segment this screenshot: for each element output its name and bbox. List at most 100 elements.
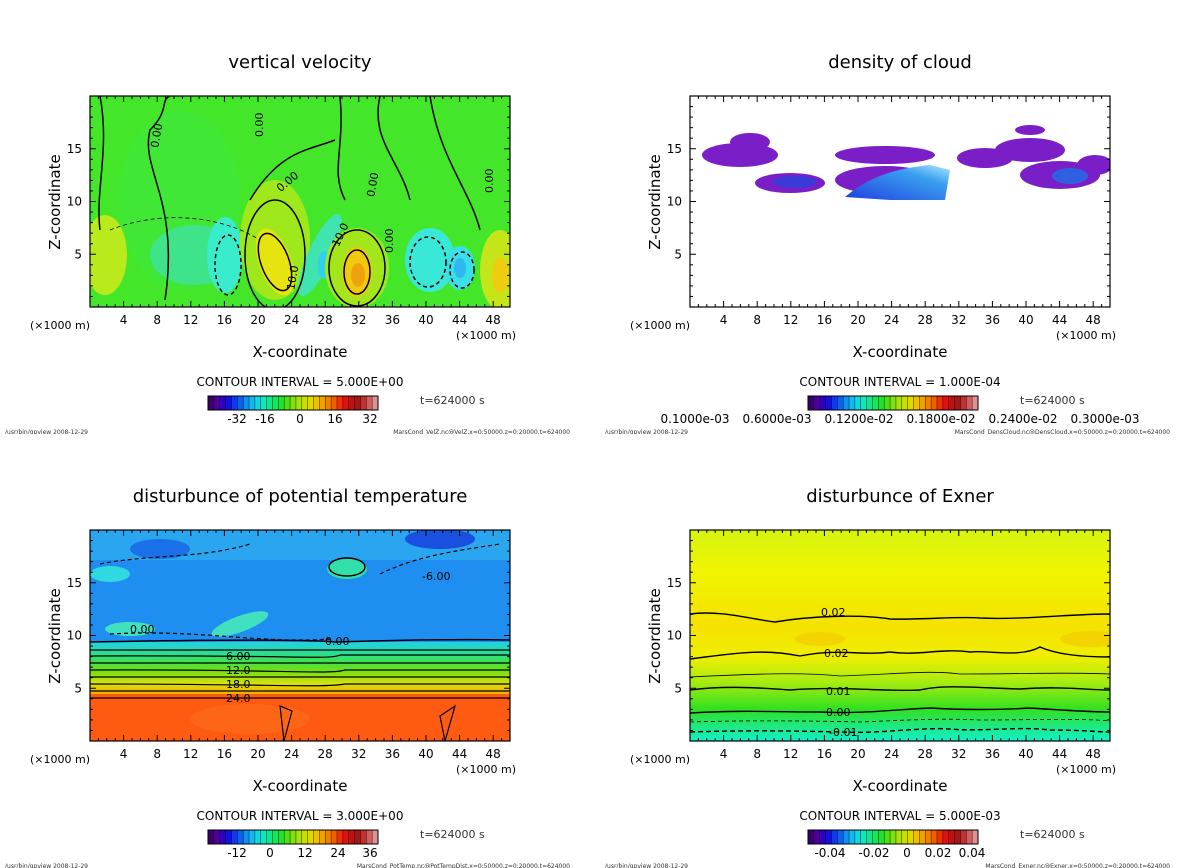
colorbar-label: 0.1200e-02 xyxy=(825,412,894,426)
y-tick-label: 10 xyxy=(67,629,82,643)
colorbar-segment xyxy=(319,830,326,844)
contour-label: 0.02 xyxy=(821,606,846,619)
footer-source: MarsCond_VelZ.nc@VelZ,x=0:50000,z=0:2000… xyxy=(393,429,570,434)
colorbar-segment xyxy=(837,830,844,844)
colorbar-segment xyxy=(866,396,873,410)
colorbar-frame xyxy=(807,395,979,411)
colorbar-label: 0.02 xyxy=(925,846,952,860)
colorbar-segment xyxy=(301,396,309,410)
colorbar-segment xyxy=(901,830,909,844)
colorbar-segment xyxy=(295,396,303,410)
colorbar-segment xyxy=(919,396,926,410)
x-tick-label: 40 xyxy=(418,313,433,327)
x-tick-label: 24 xyxy=(284,313,299,327)
colorbar-segment xyxy=(231,830,238,844)
contour-interval: CONTOUR INTERVAL = 1.000E-04 xyxy=(799,375,1000,389)
colorbar-segment xyxy=(331,830,338,844)
x-tick-label: 24 xyxy=(284,747,299,761)
contour-label: 0.00 xyxy=(364,172,381,198)
x-tick-label: 24 xyxy=(884,747,899,761)
colorbar-frame xyxy=(207,395,379,411)
x-tick-label: 8 xyxy=(153,747,161,761)
colorbar-segment xyxy=(890,396,897,410)
colorbar-segment xyxy=(372,830,379,844)
y-tick-label: 10 xyxy=(67,195,82,209)
contour-interval: CONTOUR INTERVAL = 5.000E+00 xyxy=(197,375,404,389)
colorbar-segment xyxy=(331,396,338,410)
x-tick-label: 40 xyxy=(418,747,433,761)
x-tick-label: 8 xyxy=(153,313,161,327)
colorbar-segment xyxy=(819,396,827,410)
colorbar-segment xyxy=(325,830,332,844)
x-tick-label: 44 xyxy=(452,747,467,761)
colorbar-segment xyxy=(243,396,250,410)
contours-vertical-velocity xyxy=(98,96,481,307)
colorbar-segment xyxy=(301,830,309,844)
colorbar-segment xyxy=(249,396,256,410)
x-tick-label: 32 xyxy=(351,313,366,327)
colorbar-label: 36 xyxy=(362,846,377,860)
colorbar-label: 24 xyxy=(330,846,345,860)
colorbar-label: 0.04 xyxy=(959,846,986,860)
x-tick-label: 48 xyxy=(486,747,501,761)
colorbar-segment xyxy=(360,396,367,410)
colorbar-segment xyxy=(837,396,844,410)
chart-title: density of cloud xyxy=(828,52,972,73)
colorbar-segment xyxy=(860,830,868,844)
colorbar-segment xyxy=(878,830,885,844)
footer-program: /usr/bin/gpview 2008-12-29 xyxy=(5,429,88,434)
contour-label: -6.00 xyxy=(422,570,450,583)
footer-source: MarsCond_Exner.nc@Exner,x=0:50000,z=0:20… xyxy=(985,863,1170,868)
contour-label: 0.00 xyxy=(383,229,396,254)
colorbar-segment xyxy=(348,830,356,844)
x-tick-label: 32 xyxy=(351,747,366,761)
colorbar-segment xyxy=(254,830,262,844)
colorbar-segment xyxy=(808,396,815,410)
colorbar-segment xyxy=(936,396,944,410)
colorbar-segment xyxy=(907,830,915,844)
colorbar-label: 16 xyxy=(327,412,342,426)
x-tick-label: 48 xyxy=(1086,747,1101,761)
colorbar-label: 0 xyxy=(903,846,911,860)
colorbar-segment xyxy=(254,396,262,410)
contours-potential-temperature xyxy=(90,543,510,741)
x-tick-label: 12 xyxy=(783,747,798,761)
colorbar-label: 0.6000e-03 xyxy=(743,412,812,426)
x-tick-label: 20 xyxy=(850,747,865,761)
colorbar-segment xyxy=(819,830,827,844)
colorbar-segment xyxy=(854,830,862,844)
colorbar-segment xyxy=(260,396,268,410)
x-tick-label: 4 xyxy=(120,313,128,327)
contour-label: 0.02 xyxy=(824,647,849,660)
panel-density-of-cloud: 4 8 12 16 20 24 28 32 36 40 44 48 5 10 15 density of cl… xyxy=(600,0,1200,434)
colorbar-frame xyxy=(807,829,979,845)
colorbar-segment xyxy=(849,396,856,410)
colorbar-segment xyxy=(243,830,250,844)
footer-program: /usr/bin/gpview 2008-12-29 xyxy=(5,863,88,868)
contours-exner xyxy=(690,612,1110,734)
colorbar-label: 0.2400e-02 xyxy=(989,412,1058,426)
colorbar-label: 12 xyxy=(297,846,312,860)
x-unit-label-right: (×1000 m) xyxy=(456,763,516,776)
x-tick-label: 24 xyxy=(884,313,899,327)
x-tick-label: 40 xyxy=(1018,313,1033,327)
colorbar-segment xyxy=(931,396,938,410)
colorbar-segment xyxy=(360,830,367,844)
colorbar-segment xyxy=(913,396,920,410)
y-axis-label: Z-coordinate xyxy=(46,154,64,249)
x-tick-label: 20 xyxy=(250,747,265,761)
y-tick-label: 15 xyxy=(667,576,682,590)
colorbar-segment xyxy=(825,396,832,410)
contour-label: 6.00 xyxy=(226,650,251,663)
field-density-of-cloud xyxy=(690,96,1110,307)
colorbar-segment xyxy=(284,396,291,410)
colorbar-segment xyxy=(808,830,815,844)
colorbar-label: 0.1000e-03 xyxy=(661,412,730,426)
exner-chart: 0.02 0.02 0.01 0.00 -0.01 4 8 12 16 20 24 28 32… xyxy=(605,486,1170,868)
colorbar-segment xyxy=(325,396,332,410)
x-tick-label: 28 xyxy=(918,747,933,761)
colorbar-segment xyxy=(372,396,379,410)
colorbar-label: 0 xyxy=(296,412,304,426)
colorbar-segment xyxy=(307,830,315,844)
